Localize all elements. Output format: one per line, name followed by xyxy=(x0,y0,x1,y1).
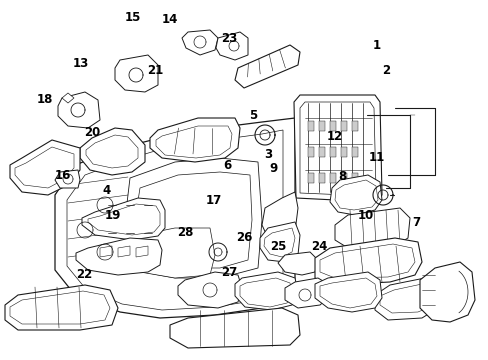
Text: 8: 8 xyxy=(338,170,346,183)
Polygon shape xyxy=(329,173,335,183)
Polygon shape xyxy=(136,246,148,257)
Polygon shape xyxy=(260,222,299,262)
Polygon shape xyxy=(62,93,74,103)
Text: 13: 13 xyxy=(72,57,89,69)
Polygon shape xyxy=(374,278,439,320)
Polygon shape xyxy=(307,173,313,183)
Polygon shape xyxy=(351,173,357,183)
Polygon shape xyxy=(76,238,162,275)
Polygon shape xyxy=(319,244,414,278)
Polygon shape xyxy=(318,173,325,183)
Polygon shape xyxy=(118,246,130,257)
Text: 5: 5 xyxy=(249,109,257,122)
Polygon shape xyxy=(278,252,317,275)
Polygon shape xyxy=(299,102,375,196)
Text: 22: 22 xyxy=(76,268,92,281)
Polygon shape xyxy=(340,147,346,157)
Polygon shape xyxy=(88,204,160,235)
Text: 1: 1 xyxy=(372,39,380,51)
Text: 12: 12 xyxy=(326,130,343,143)
Polygon shape xyxy=(156,126,231,158)
Polygon shape xyxy=(293,95,381,202)
Text: 24: 24 xyxy=(310,240,326,253)
Polygon shape xyxy=(340,173,346,183)
Polygon shape xyxy=(307,147,313,157)
Polygon shape xyxy=(334,208,409,248)
Polygon shape xyxy=(178,272,242,308)
Polygon shape xyxy=(5,285,118,330)
Text: 15: 15 xyxy=(124,11,141,24)
Polygon shape xyxy=(319,278,376,308)
Polygon shape xyxy=(115,55,158,92)
Polygon shape xyxy=(15,147,74,188)
Polygon shape xyxy=(329,147,335,157)
Polygon shape xyxy=(264,228,294,257)
Text: 17: 17 xyxy=(205,194,222,207)
Polygon shape xyxy=(314,272,381,312)
Polygon shape xyxy=(318,147,325,157)
Polygon shape xyxy=(379,284,433,313)
Polygon shape xyxy=(216,32,247,60)
Polygon shape xyxy=(86,135,138,168)
Text: 9: 9 xyxy=(269,162,277,175)
Polygon shape xyxy=(235,272,297,310)
Text: 26: 26 xyxy=(236,231,252,244)
Text: 2: 2 xyxy=(382,64,389,77)
Polygon shape xyxy=(10,140,80,195)
Polygon shape xyxy=(150,118,240,162)
Polygon shape xyxy=(182,30,218,55)
Polygon shape xyxy=(285,278,327,308)
Text: 4: 4 xyxy=(102,184,110,197)
Text: 11: 11 xyxy=(367,151,384,164)
Polygon shape xyxy=(235,45,299,88)
Polygon shape xyxy=(135,172,251,268)
Polygon shape xyxy=(262,192,297,240)
Text: 20: 20 xyxy=(83,126,100,139)
Text: 21: 21 xyxy=(147,64,163,77)
Text: 25: 25 xyxy=(270,240,286,253)
Text: 3: 3 xyxy=(264,148,271,161)
Text: 28: 28 xyxy=(176,226,193,239)
Polygon shape xyxy=(334,180,377,210)
Polygon shape xyxy=(351,147,357,157)
Text: 6: 6 xyxy=(223,159,231,172)
Polygon shape xyxy=(329,121,335,131)
Text: 27: 27 xyxy=(220,266,237,279)
Polygon shape xyxy=(82,198,164,240)
Text: 18: 18 xyxy=(37,93,53,105)
Polygon shape xyxy=(351,121,357,131)
Polygon shape xyxy=(55,170,80,188)
Polygon shape xyxy=(10,291,110,324)
Polygon shape xyxy=(125,158,262,278)
Polygon shape xyxy=(67,130,283,310)
Polygon shape xyxy=(307,121,313,131)
Text: 10: 10 xyxy=(357,209,373,222)
Polygon shape xyxy=(100,246,112,257)
Text: 14: 14 xyxy=(162,13,178,26)
Polygon shape xyxy=(340,121,346,131)
Polygon shape xyxy=(240,278,291,307)
Text: 19: 19 xyxy=(104,209,121,222)
Text: 23: 23 xyxy=(220,32,237,45)
Polygon shape xyxy=(419,262,474,322)
Text: 7: 7 xyxy=(412,216,420,229)
Polygon shape xyxy=(318,121,325,131)
Polygon shape xyxy=(80,128,145,175)
Polygon shape xyxy=(132,228,215,278)
Polygon shape xyxy=(58,92,100,128)
Polygon shape xyxy=(55,118,294,318)
Polygon shape xyxy=(170,308,299,348)
Polygon shape xyxy=(314,238,421,285)
Polygon shape xyxy=(329,175,381,215)
Text: 16: 16 xyxy=(54,169,71,182)
